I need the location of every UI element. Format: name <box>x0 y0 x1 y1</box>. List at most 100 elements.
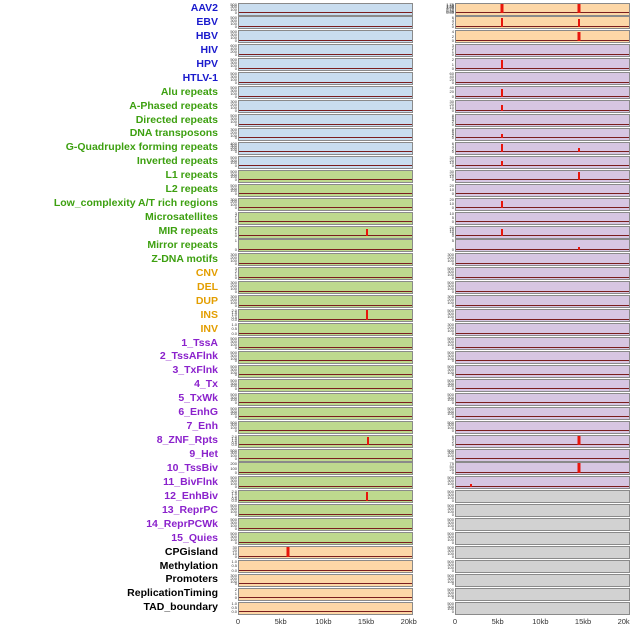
y-axis-tick-labels: 2.0 1.5 1.0 0.5 0.0 <box>221 490 238 503</box>
signal-baseline <box>239 346 412 348</box>
y-tick-label: 0 <box>234 511 237 517</box>
mini-plot-right <box>455 448 630 462</box>
y-tick-label: 0 <box>451 260 454 266</box>
y-tick-label: 200 <box>230 129 237 135</box>
y-axis-tick-labels: 500 300 100 0 <box>221 2 238 16</box>
y-tick-label: 100 <box>230 188 237 194</box>
mini-plot-right <box>455 546 630 560</box>
y-tick-label: 0 <box>234 525 237 531</box>
mini-plot-right <box>455 490 630 504</box>
y-tick-label: 0 <box>451 511 454 517</box>
track-row: DNA transposons 300 200 100 0 8 6 4 2 0 <box>0 127 630 141</box>
y-axis-tick-labels: 300 200 100 0 <box>221 253 238 266</box>
y-tick-label: 300 <box>447 252 454 258</box>
y-tick-label: 0 <box>234 344 237 350</box>
y-tick-label: 10 <box>232 550 237 556</box>
column-gap <box>413 16 438 30</box>
column-gap <box>413 225 438 239</box>
y-tick-label: 400 <box>230 140 237 146</box>
x-tick-label: 20kb <box>617 617 630 626</box>
y-tick-label: 100 <box>447 411 454 417</box>
y-tick-label: 500 <box>230 336 237 341</box>
y-tick-label: 300 <box>230 4 237 10</box>
row-label: 5_TxWk <box>178 392 218 405</box>
y-tick-label: 300 <box>230 394 237 400</box>
signal-baseline <box>456 193 629 195</box>
y-tick-label: 300 <box>447 450 454 456</box>
y-tick-label: 100 <box>447 453 454 459</box>
mini-plot-right <box>455 155 630 169</box>
y-tick-label: 1.0 <box>231 437 237 443</box>
y-tick-label: 500 <box>230 377 237 383</box>
signal-baseline <box>239 179 412 181</box>
y-tick-label: 0 <box>234 65 237 71</box>
mini-plot-left <box>238 378 413 392</box>
y-tick-label: 500 <box>447 531 454 537</box>
signal-baseline <box>456 179 629 181</box>
track-row: Methylation 1.0 0.5 0.0 500 300 100 0 <box>0 560 630 574</box>
y-tick-label: 20 <box>449 196 454 202</box>
y-axis-tick-labels: 500 300 100 0 <box>438 560 455 573</box>
track-row: Low_complexity A/T rich regions 300 200 100… <box>0 197 630 211</box>
y-tick-label: 20 <box>449 101 454 107</box>
mini-plot-left <box>238 601 413 615</box>
row-label: CNV <box>195 266 218 279</box>
y-tick-label: 0 <box>234 400 237 406</box>
y-tick-label: 0 <box>451 302 454 308</box>
mini-plot-left <box>238 72 413 86</box>
mini-plot-right <box>455 72 630 86</box>
y-tick-label: 300 <box>230 408 237 414</box>
y-axis-tick-labels: 500 300 100 0 <box>438 337 455 350</box>
y-tick-label: 500 <box>447 363 454 369</box>
track-row: CNV 3 2 1 0 500 300 100 0 <box>0 267 630 281</box>
y-tick-label: 0.5 <box>231 495 237 501</box>
row-label: Inverted repeats <box>136 155 218 168</box>
y-axis-tick-labels: 500 300 100 0 <box>221 392 238 406</box>
y-tick-label: 300 <box>447 352 454 358</box>
y-tick-label: 100 <box>230 522 237 528</box>
signal-baseline <box>239 555 412 557</box>
y-tick-label: 20 <box>449 224 454 230</box>
track-row: 7_Enh 500 300 100 0 500 300 100 0 <box>0 420 630 434</box>
signal-baseline <box>456 248 629 250</box>
signal-baseline <box>456 235 629 236</box>
signal-baseline <box>239 25 412 27</box>
row-label: 11_BivFlnk <box>163 475 218 488</box>
mini-plot-left <box>238 364 413 378</box>
y-tick-label: 100 <box>230 62 237 68</box>
y-axis-tick-labels: 500 300 100 0 <box>221 406 238 420</box>
y-tick-label: 0 <box>234 274 237 280</box>
signal-peak <box>577 435 581 446</box>
mini-plot-left <box>238 211 413 225</box>
y-tick-label: 300 <box>230 171 237 177</box>
y-tick-label: 0 <box>451 372 454 378</box>
y-tick-label: 2.0 <box>231 308 237 314</box>
y-tick-label: 300 <box>230 366 237 372</box>
mini-plot-left <box>238 587 413 601</box>
y-tick-label: 20 <box>449 171 454 177</box>
track-row: 8_ZNF_Rpts 2.0 1.5 1.0 0.5 0.0 6 4 2 0 <box>0 434 630 448</box>
mini-plot-left <box>238 2 413 16</box>
y-tick-label: 100 <box>230 174 237 180</box>
y-tick-label: 0 <box>234 246 237 252</box>
y-tick-label: 100 <box>230 35 237 41</box>
y-axis-tick-labels: 20 15 10 5 0 <box>438 224 455 239</box>
y-tick-label: 0 <box>451 219 454 225</box>
mini-plot-left <box>238 141 413 155</box>
row-label: 4_Tx <box>194 378 218 391</box>
y-tick-label: 75 <box>449 461 454 467</box>
signal-baseline <box>456 151 629 153</box>
y-tick-label: 2 <box>451 57 454 63</box>
y-tick-label: 100 <box>447 578 454 584</box>
mini-plot-left <box>238 155 413 169</box>
track-row: 12_EnhBiv 2.0 1.5 1.0 0.5 0.0 500 300 100 0 <box>0 490 630 504</box>
mini-plot-right <box>455 197 630 211</box>
mini-plot-left <box>238 30 413 44</box>
y-tick-label: 0 <box>451 177 454 183</box>
signal-baseline <box>239 541 412 543</box>
y-tick-label: 100 <box>447 285 454 291</box>
y-axis-tick-labels: 30 20 10 0 <box>438 100 455 113</box>
y-tick-label: 100 <box>230 508 237 514</box>
row-label: EBV <box>196 15 218 28</box>
